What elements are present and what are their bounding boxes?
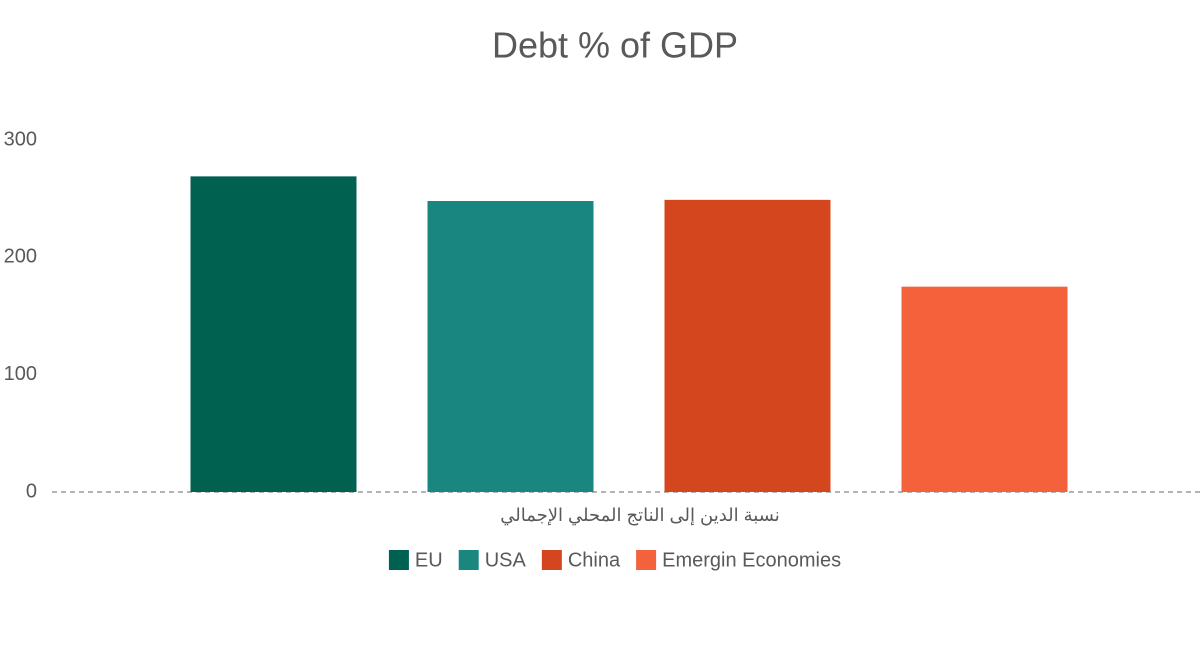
bar	[901, 286, 1068, 492]
y-tick-label: 300	[4, 128, 37, 150]
chart-title: Debt % of GDP	[492, 25, 738, 66]
y-tick-label: 200	[4, 246, 37, 268]
legend-swatch	[636, 550, 657, 570]
legend-label: China	[568, 549, 621, 571]
y-tick-label: 100	[4, 363, 37, 385]
legend-swatch	[541, 550, 562, 570]
legend-label: EU	[415, 549, 443, 571]
x-tick-label: نسبة الدين إلى الناتج المحلي الإجمالي	[500, 505, 780, 526]
y-tick-label: 0	[26, 480, 37, 502]
legend-label: USA	[485, 549, 527, 571]
legend-label: Emergin Economies	[662, 549, 841, 571]
bar	[190, 176, 357, 492]
bar	[664, 199, 831, 492]
legend-swatch	[458, 550, 479, 570]
legend-swatch	[388, 550, 409, 570]
bar	[427, 201, 594, 492]
